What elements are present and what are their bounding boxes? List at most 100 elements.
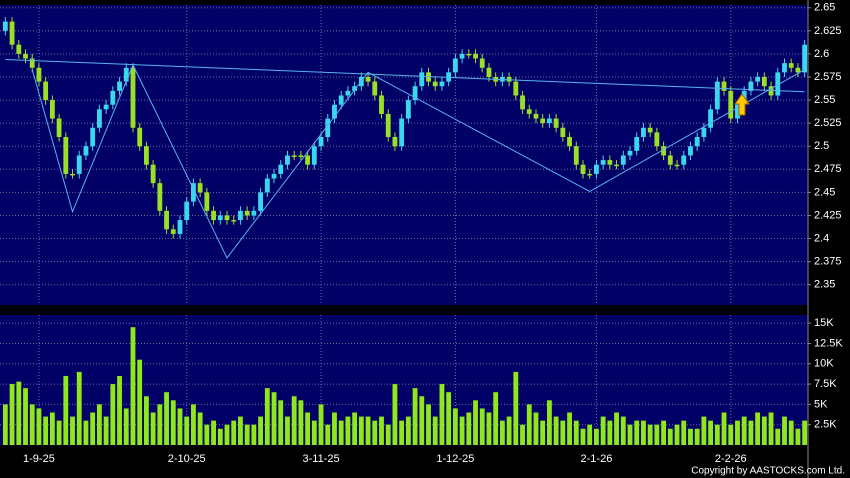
volume-bar (499, 420, 505, 445)
volume-bar (76, 371, 82, 445)
volume-bar (150, 412, 156, 445)
candle-body (412, 86, 418, 101)
y-tick-label: 2.4 (814, 232, 829, 244)
candle-body (278, 164, 284, 174)
candle-body (802, 44, 808, 73)
candle-body (291, 155, 297, 157)
volume-bar (681, 420, 687, 445)
candle-body (708, 109, 714, 128)
candle-body (748, 81, 754, 91)
volume-bar (446, 392, 452, 445)
y-tick-label: 2.5 (814, 140, 829, 152)
volume-bar (795, 428, 801, 445)
candle-body (117, 81, 122, 91)
volume-bar (399, 420, 405, 445)
candle-body (2, 21, 8, 31)
y-tick-label: 2.625 (814, 25, 842, 37)
candle-body (184, 201, 190, 221)
volume-bar (506, 416, 512, 445)
volume-bar (688, 428, 693, 445)
candle-body (546, 118, 552, 124)
candle-body (311, 146, 317, 165)
volume-bar (479, 408, 485, 445)
volume-bar (244, 424, 250, 445)
candle-body (620, 155, 626, 165)
candle-body (506, 77, 512, 82)
candle-body (63, 137, 69, 174)
y-tick-label: 2.475 (814, 163, 842, 175)
volume-bar (137, 359, 143, 445)
candle-body (164, 210, 169, 230)
candle-body (573, 146, 579, 165)
volume-bar (271, 392, 277, 445)
candle-body (513, 81, 519, 96)
volume-bar (211, 420, 216, 445)
volume-bar (768, 412, 774, 445)
candle-body (298, 155, 304, 157)
candle-body (123, 67, 129, 82)
volume-bar (607, 420, 613, 445)
volume-bar (546, 400, 552, 445)
volume-bar (627, 424, 633, 445)
candle-body (688, 146, 693, 156)
candle-body (352, 86, 358, 91)
candle-body (553, 118, 559, 128)
volume-bar (802, 420, 808, 445)
candle-body (197, 183, 203, 193)
y-tick-label: 15K (814, 317, 834, 329)
volume-bar (224, 424, 230, 445)
volume-bar (83, 420, 89, 445)
volume-bar (573, 420, 579, 445)
candle-body (634, 137, 640, 151)
candle-body (473, 53, 478, 59)
candle-body (735, 104, 740, 119)
volume-bar (143, 396, 149, 445)
y-tick-label: 10K (814, 358, 834, 370)
volume-bar (412, 388, 418, 445)
candle-body (325, 118, 331, 137)
candle-body (560, 127, 566, 137)
candle-body (157, 183, 163, 211)
price-panel (0, 5, 808, 305)
y-tick-label: 2.575 (814, 71, 842, 83)
volume-bar (311, 420, 317, 445)
volume-bar (191, 404, 196, 445)
volume-bar (560, 420, 566, 445)
y-tick-label: 2.65 (814, 2, 835, 14)
volume-bar (741, 416, 747, 445)
candle-body (466, 53, 472, 56)
candle-body (486, 67, 492, 77)
arrow (734, 93, 750, 116)
volume-bar (251, 424, 257, 445)
volume-bar (405, 416, 411, 445)
volume-bar (600, 416, 606, 445)
candle-body (775, 72, 781, 96)
candle-body (540, 118, 546, 124)
volume-bar (667, 428, 673, 445)
volume-bar (708, 420, 714, 445)
candle-body (231, 220, 237, 222)
volume-bar (775, 428, 781, 445)
volume-bar (117, 375, 122, 445)
volume-bar (782, 416, 787, 445)
volume-bar (567, 412, 572, 445)
y-tick-label: 2.425 (814, 209, 842, 221)
y-tick-label: 7.5K (814, 378, 837, 390)
volume-bar (157, 404, 163, 445)
volume-bar (258, 416, 264, 445)
candle-body (43, 81, 49, 101)
volume-bar (714, 424, 720, 445)
candle-body (587, 173, 593, 176)
candle-body (110, 90, 116, 105)
volume-bar (379, 416, 384, 445)
x-tick-label: 2-1-26 (581, 453, 613, 465)
candle-body (150, 164, 156, 184)
candle-body (244, 210, 250, 216)
volume-bar (755, 412, 761, 445)
candle-body (36, 67, 42, 82)
volume-bar (540, 420, 546, 445)
candle-body (16, 44, 22, 54)
volume-bar (594, 428, 599, 445)
volume-bar (63, 375, 69, 445)
